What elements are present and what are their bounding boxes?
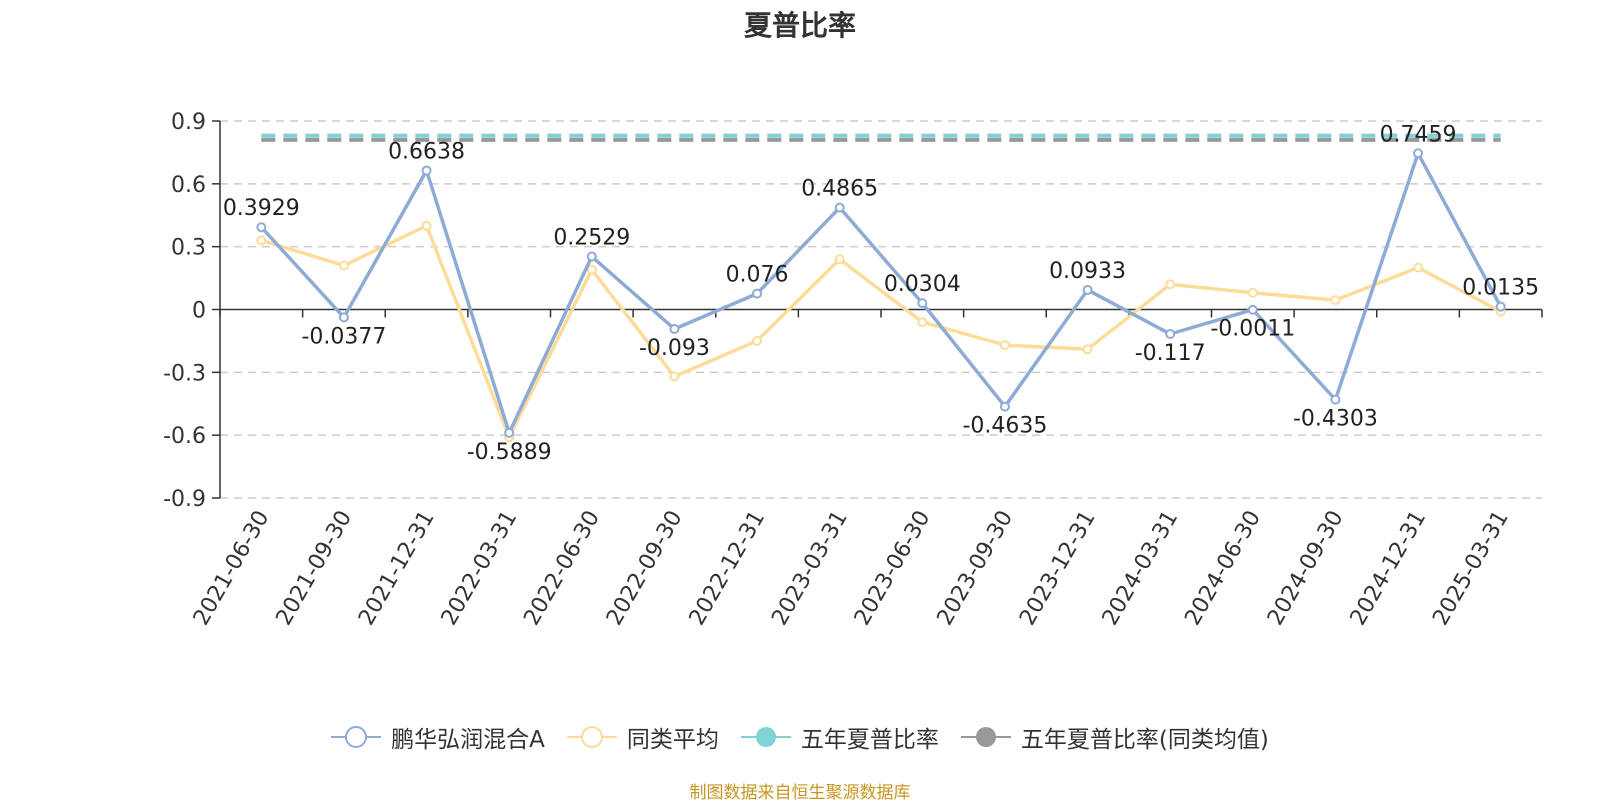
legend-item-fund[interactable]: 鹏华弘润混合A <box>331 720 545 754</box>
peer-average-point <box>1413 262 1424 273</box>
fund-line <box>260 151 1503 435</box>
fund-point <box>1165 329 1176 340</box>
peer-average-point <box>1330 295 1341 306</box>
legend-item-five-year-sharpe-peer[interactable]: 五年夏普比率(同类均值) <box>960 720 1269 754</box>
fund-data-label: -0.093 <box>639 336 710 361</box>
legend-hollow-circle-icon <box>331 726 382 748</box>
fund-point <box>586 251 597 262</box>
fund-data-label: -0.5889 <box>467 440 552 465</box>
fund-point <box>1082 284 1093 295</box>
legend-label-five-year-sharpe-peer: 五年夏普比率(同类均值) <box>1020 727 1269 753</box>
x-tick-label: 2023-03-31 <box>767 507 853 630</box>
peer-average-point <box>256 235 267 246</box>
fund-point <box>999 401 1010 412</box>
x-tick-label: 2022-09-30 <box>602 507 688 630</box>
peer-average-point <box>917 317 928 328</box>
x-tick-label: 2022-06-30 <box>519 507 605 630</box>
y-tick-label: 0.6 <box>171 173 206 198</box>
fund-point <box>834 202 845 213</box>
peer-average-point <box>421 220 432 231</box>
fund-point <box>1413 148 1424 159</box>
peer-average-point <box>999 340 1010 351</box>
x-tick-label: 2022-03-31 <box>437 507 523 630</box>
x-tick-label: 2021-12-31 <box>354 507 440 630</box>
fund-point <box>917 298 928 309</box>
legend-item-peer-average[interactable]: 同类平均 <box>566 720 719 754</box>
fund-data-label: 0.7459 <box>1380 122 1457 147</box>
y-tick-label: -0.9 <box>163 487 206 512</box>
fund-point <box>421 165 432 176</box>
fund-point <box>338 312 349 323</box>
peer-average-point <box>1082 344 1093 355</box>
x-tick-label: 2021-06-30 <box>189 507 275 630</box>
fund-point <box>1495 301 1506 312</box>
series-layer <box>256 133 1506 443</box>
peer-average-point <box>752 335 763 346</box>
chart-title: 夏普比率 <box>743 9 856 42</box>
x-tick-label: 2023-12-31 <box>1015 507 1101 630</box>
fund-data-label: 0.6638 <box>388 139 465 164</box>
peer-average-line <box>260 223 1502 440</box>
legend-filled-circle-icon <box>960 727 1011 747</box>
x-tick-label: 2024-03-31 <box>1098 507 1184 630</box>
y-tick-label: 0.3 <box>171 236 206 261</box>
peer-average-point <box>669 371 680 382</box>
fund-data-label: 0.076 <box>726 263 789 288</box>
x-tick-label: 2025-03-31 <box>1428 507 1514 630</box>
peer-average-point <box>1247 287 1258 298</box>
fund-data-label: 0.0304 <box>884 272 961 297</box>
fund-data-label: -0.0011 <box>1210 317 1295 342</box>
legend-label-peer-average: 同类平均 <box>626 727 719 753</box>
fund-point <box>752 288 763 299</box>
x-tick-label: 2023-09-30 <box>933 507 1019 630</box>
legend-item-five-year-sharpe[interactable]: 五年夏普比率 <box>740 720 939 754</box>
fund-data-label: -0.117 <box>1135 341 1206 366</box>
y-tick-label: -0.6 <box>163 424 206 449</box>
fund-point <box>1330 394 1341 405</box>
grid-layer <box>220 120 1542 499</box>
y-tick-label: 0 <box>192 299 206 324</box>
fund-data-label: -0.0377 <box>301 324 386 349</box>
peer-average-point <box>586 264 597 275</box>
fund-data-label: -0.4303 <box>1293 407 1378 432</box>
fund-data-label: 0.0135 <box>1462 276 1539 301</box>
fund-data-label: 0.4865 <box>801 177 878 202</box>
fund-data-label: 0.3929 <box>223 196 300 221</box>
x-tick-label: 2024-12-31 <box>1346 507 1432 630</box>
legend: 鹏华弘润混合A 同类平均 五年夏普比率 五年夏普比率(同类均值) <box>0 720 1600 754</box>
x-tick-label: 2022-12-31 <box>685 507 771 630</box>
fund-data-label: 0.2529 <box>553 226 630 251</box>
y-tick-label: -0.3 <box>163 361 206 386</box>
legend-filled-circle-icon <box>740 727 791 747</box>
source-note: 制图数据来自恒生聚源数据库 <box>689 783 911 803</box>
legend-label-five-year-sharpe: 五年夏普比率 <box>800 727 939 753</box>
x-tick-label: 2024-09-30 <box>1263 507 1349 630</box>
peer-average-point <box>338 260 349 271</box>
y-tick-label: 0.9 <box>171 110 206 135</box>
fund-point <box>669 323 680 334</box>
fund-data-label: -0.4635 <box>962 414 1047 439</box>
fund-point <box>504 427 515 438</box>
peer-average-point <box>834 254 845 265</box>
x-tick-label: 2024-06-30 <box>1180 507 1266 630</box>
data-label-layer: 0.3929 -0.0377 0.6638 -0.5889 0.2529 -0.093 0.… <box>223 122 1539 465</box>
legend-hollow-circle-icon <box>566 726 617 748</box>
x-tick-label: 2023-06-30 <box>850 507 936 630</box>
legend-label-fund: 鹏华弘润混合A <box>391 727 545 753</box>
peer-average-point <box>1165 279 1176 290</box>
fund-data-label: 0.0933 <box>1049 259 1126 284</box>
x-tick-label: 2021-09-30 <box>272 507 358 630</box>
fund-point <box>1247 304 1258 315</box>
fund-point <box>256 222 267 233</box>
